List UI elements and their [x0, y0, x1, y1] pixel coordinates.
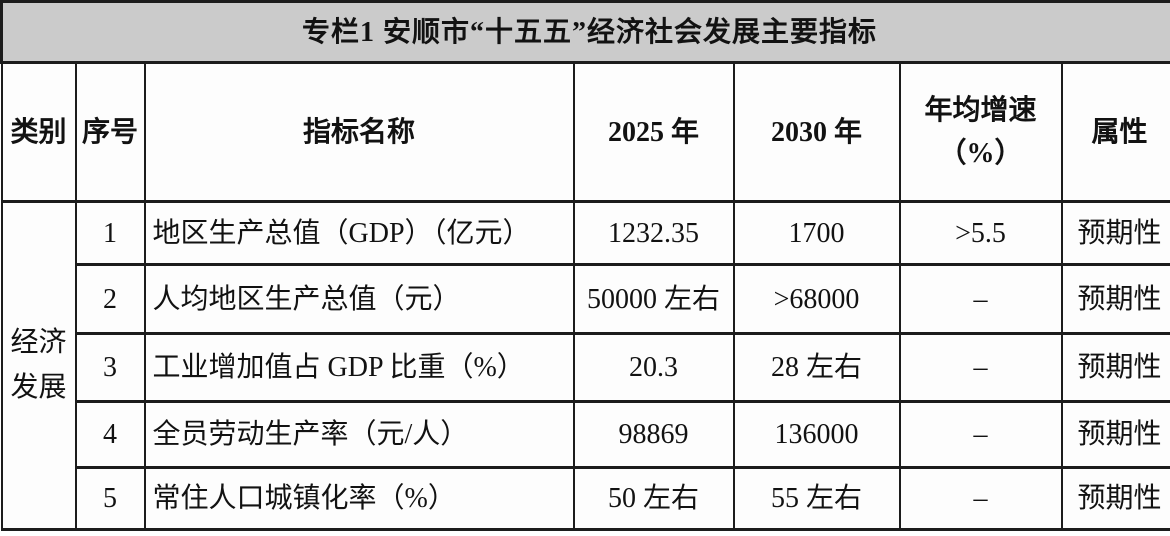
- header-index: 序号: [74, 61, 146, 203]
- header-2025: 2025 年: [572, 61, 735, 203]
- attribute-value: 预期性: [1060, 263, 1170, 335]
- attribute-value: 预期性: [1060, 332, 1170, 403]
- title-row: 专栏1 安顺市“十五五”经济社会发展主要指标: [0, 0, 1170, 64]
- value-2030: 55 左右: [732, 466, 901, 531]
- header-2030: 2030 年: [732, 61, 901, 203]
- growth-value: –: [898, 400, 1063, 469]
- header-growth: 年均增速 （%）: [898, 61, 1063, 203]
- value-2025: 50 左右: [572, 466, 735, 531]
- value-2025: 98869: [572, 400, 735, 469]
- value-2025: 20.3: [572, 332, 735, 403]
- indicator-name: 全员劳动生产率（元/人）: [143, 400, 575, 469]
- table-row: 2 人均地区生产总值（元） 50000 左右 >68000 – 预期性: [2, 263, 1170, 335]
- value-2030: 1700: [732, 200, 901, 266]
- growth-value: –: [898, 332, 1063, 403]
- attribute-value: 预期性: [1060, 466, 1170, 531]
- table-row: 3 工业增加值占 GDP 比重（%） 20.3 28 左右 – 预期性: [2, 332, 1170, 403]
- indicator-name: 地区生产总值（GDP）（亿元）: [143, 200, 575, 266]
- table-row: 4 全员劳动生产率（元/人） 98869 136000 – 预期性: [2, 400, 1170, 469]
- header-indicator: 指标名称: [143, 61, 575, 203]
- header-row: 类别 序号 指标名称 2025 年 2030 年 年均增速 （%） 属性: [0, 61, 1170, 203]
- indicator-name: 人均地区生产总值（元）: [143, 263, 575, 335]
- attribute-value: 预期性: [1060, 400, 1170, 469]
- header-attribute: 属性: [1060, 61, 1170, 203]
- attribute-value: 预期性: [1060, 200, 1170, 266]
- value-2030: 136000: [732, 400, 901, 469]
- growth-value: –: [898, 466, 1063, 531]
- category-cell: 经济 发展: [0, 200, 77, 531]
- table-row: 经济 发展 1 地区生产总值（GDP）（亿元） 1232.35 1700 >5.…: [0, 200, 1170, 531]
- value-2030: 28 左右: [732, 332, 901, 403]
- row-index: 2: [74, 263, 146, 335]
- table-row: 5 常住人口城镇化率（%） 50 左右 55 左右 – 预期性: [2, 466, 1170, 531]
- indicator-name: 工业增加值占 GDP 比重（%）: [143, 332, 575, 403]
- header-category: 类别: [0, 61, 77, 203]
- growth-value: –: [898, 263, 1063, 335]
- growth-value: >5.5: [898, 200, 1063, 266]
- table-title: 专栏1 安顺市“十五五”经济社会发展主要指标: [0, 0, 1170, 64]
- indicator-name: 常住人口城镇化率（%）: [143, 466, 575, 531]
- row-index: 1: [74, 200, 146, 266]
- row-index: 4: [74, 400, 146, 469]
- row-index: 5: [74, 466, 146, 531]
- row-index: 3: [74, 332, 146, 403]
- value-2030: >68000: [732, 263, 901, 335]
- value-2025: 1232.35: [572, 200, 735, 266]
- value-2025: 50000 左右: [572, 263, 735, 335]
